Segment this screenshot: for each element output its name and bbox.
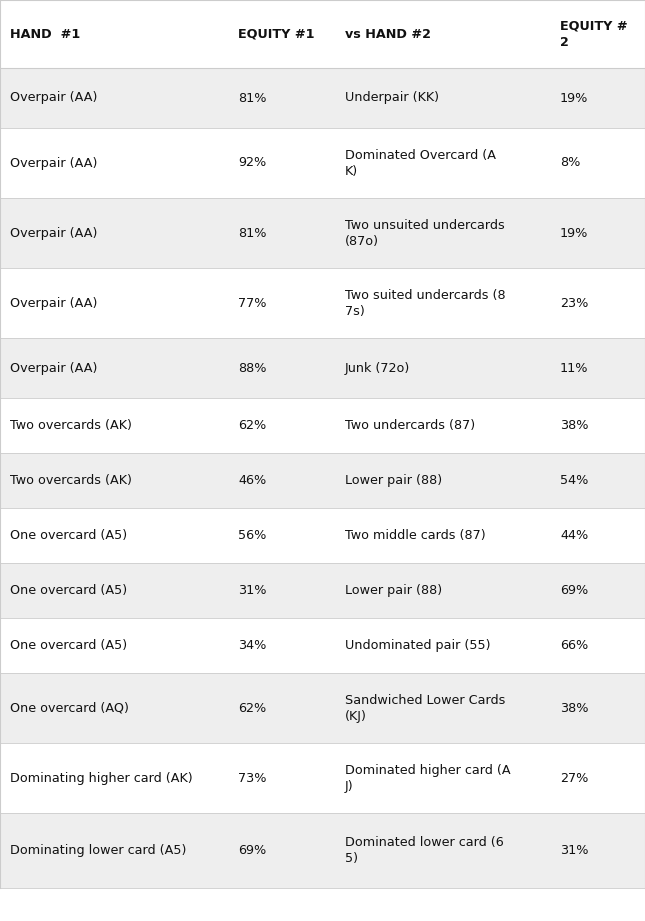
Text: Two suited undercards (8
7s): Two suited undercards (8 7s) <box>345 288 506 318</box>
Bar <box>0 618 645 673</box>
Text: Overpair (AA): Overpair (AA) <box>10 91 97 104</box>
Text: 81%: 81% <box>238 91 266 104</box>
Text: Dominating higher card (AK): Dominating higher card (AK) <box>10 772 193 785</box>
Bar <box>0 128 645 198</box>
Text: 62%: 62% <box>238 702 266 715</box>
Text: Undominated pair (55): Undominated pair (55) <box>345 639 490 652</box>
Text: Two overcards (AK): Two overcards (AK) <box>10 419 132 432</box>
Text: 23%: 23% <box>560 297 588 309</box>
Text: 19%: 19% <box>560 91 588 104</box>
Text: Overpair (AA): Overpair (AA) <box>10 157 97 169</box>
Text: 54%: 54% <box>560 474 588 487</box>
Text: Overpair (AA): Overpair (AA) <box>10 227 97 239</box>
Text: 69%: 69% <box>238 844 266 857</box>
Bar <box>0 563 645 618</box>
Text: Overpair (AA): Overpair (AA) <box>10 297 97 309</box>
Text: 31%: 31% <box>560 844 588 857</box>
Bar <box>0 813 645 888</box>
Bar <box>0 453 645 508</box>
Bar <box>0 338 645 398</box>
Text: Lower pair (88): Lower pair (88) <box>345 474 442 487</box>
Text: One overcard (A5): One overcard (A5) <box>10 529 127 542</box>
Bar <box>0 68 645 128</box>
Text: One overcard (A5): One overcard (A5) <box>10 584 127 597</box>
Text: 56%: 56% <box>238 529 266 542</box>
Text: 11%: 11% <box>560 362 588 375</box>
Text: 81%: 81% <box>238 227 266 239</box>
Text: 77%: 77% <box>238 297 266 309</box>
Bar <box>0 268 645 338</box>
Text: 73%: 73% <box>238 772 266 785</box>
Text: 34%: 34% <box>238 639 266 652</box>
Text: vs HAND #2: vs HAND #2 <box>345 28 431 41</box>
Text: 88%: 88% <box>238 362 266 375</box>
Text: 66%: 66% <box>560 639 588 652</box>
Text: HAND  #1: HAND #1 <box>10 28 80 41</box>
Bar <box>0 398 645 453</box>
Text: 92%: 92% <box>238 157 266 169</box>
Text: Lower pair (88): Lower pair (88) <box>345 584 442 597</box>
Text: 38%: 38% <box>560 419 588 432</box>
Text: 27%: 27% <box>560 772 588 785</box>
Text: 44%: 44% <box>560 529 588 542</box>
Text: Two overcards (AK): Two overcards (AK) <box>10 474 132 487</box>
Bar <box>0 743 645 813</box>
Text: 46%: 46% <box>238 474 266 487</box>
Bar <box>0 198 645 268</box>
Text: Overpair (AA): Overpair (AA) <box>10 362 97 375</box>
Text: Two unsuited undercards
(87o): Two unsuited undercards (87o) <box>345 218 505 248</box>
Text: 19%: 19% <box>560 227 588 239</box>
Text: Junk (72o): Junk (72o) <box>345 362 410 375</box>
Text: EQUITY #
2: EQUITY # 2 <box>560 19 628 49</box>
Text: One overcard (AQ): One overcard (AQ) <box>10 702 129 715</box>
Text: Dominating lower card (A5): Dominating lower card (A5) <box>10 844 186 857</box>
Text: EQUITY #1: EQUITY #1 <box>238 28 315 41</box>
Bar <box>0 0 645 68</box>
Text: 69%: 69% <box>560 584 588 597</box>
Text: One overcard (A5): One overcard (A5) <box>10 639 127 652</box>
Text: Two middle cards (87): Two middle cards (87) <box>345 529 486 542</box>
Text: Dominated Overcard (A
K): Dominated Overcard (A K) <box>345 148 496 178</box>
Text: Underpair (KK): Underpair (KK) <box>345 91 439 104</box>
Text: 38%: 38% <box>560 702 588 715</box>
Text: 8%: 8% <box>560 157 580 169</box>
Text: Sandwiched Lower Cards
(KJ): Sandwiched Lower Cards (KJ) <box>345 694 506 722</box>
Text: Dominated higher card (A
J): Dominated higher card (A J) <box>345 764 511 792</box>
Text: Two undercards (87): Two undercards (87) <box>345 419 475 432</box>
Bar <box>0 673 645 743</box>
Text: 62%: 62% <box>238 419 266 432</box>
Text: Dominated lower card (6
5): Dominated lower card (6 5) <box>345 836 504 865</box>
Text: 31%: 31% <box>238 584 266 597</box>
Bar <box>0 508 645 563</box>
